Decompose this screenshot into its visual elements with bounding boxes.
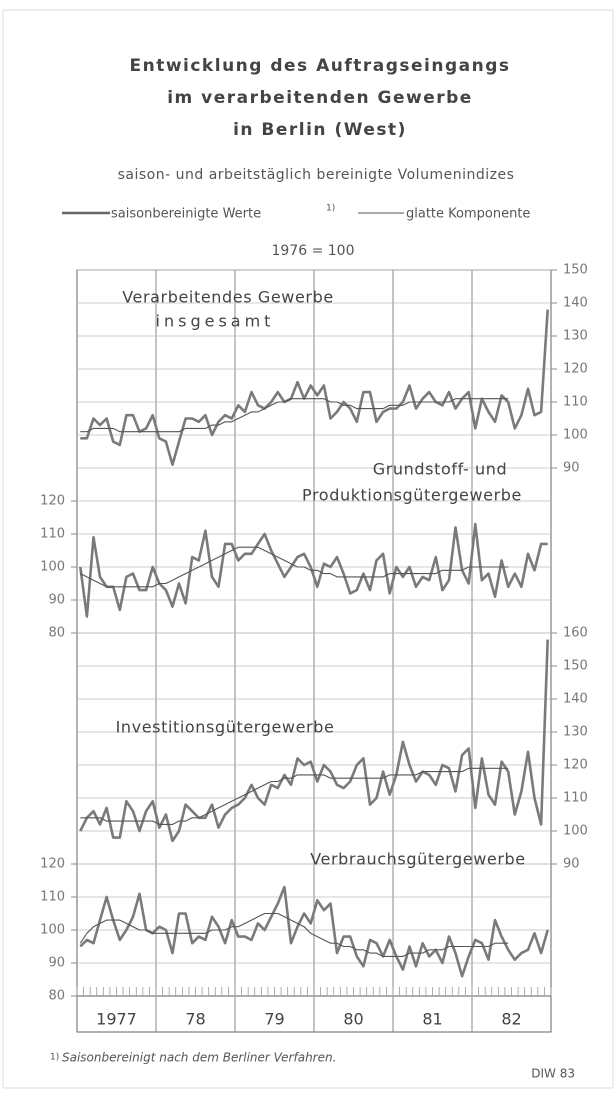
y-tick-label: 110 [563,791,588,806]
x-tick-label: 82 [501,1010,521,1029]
y-tick-label: 90 [48,956,65,971]
y-tick-label: 110 [563,395,588,410]
adjusted-line [79,522,548,618]
y-tick-label: 120 [563,362,588,377]
smooth-line [80,398,509,433]
title-line: Entwicklung des Auftragseingangs [129,56,510,76]
y-tick-label: 130 [563,329,588,344]
panel-title: Verarbeitendes Gewerbe [122,288,334,307]
page-frame [2,9,614,1089]
y-tick-label: 120 [563,758,588,773]
x-tick-label: 1977 [96,1010,137,1029]
smooth-line [80,546,509,588]
smooth-line [79,912,509,957]
y-tick-label: 100 [563,824,588,839]
x-tick-label: 81 [422,1010,442,1029]
x-tick-label: 80 [343,1010,363,1029]
legend-label: glatte Komponente [406,207,530,222]
y-tick-label: 100 [563,428,588,443]
title-line: im verarbeitenden Gewerbe [167,88,473,108]
y-tick-label: 140 [563,296,588,311]
y-tick-label: 150 [563,263,588,278]
subtitle: saison- und arbeitstäglich bereinigte Vo… [118,167,515,183]
footnote: Saisonbereinigt nach dem Berliner Verfah… [62,1051,336,1065]
y-tick-label: 80 [48,989,65,1004]
y-tick-label: 120 [40,857,65,872]
smooth-line [80,767,509,825]
y-tick-label: 160 [563,626,588,641]
base-note: 1976 = 100 [272,243,355,259]
panel-title: insgesamt [156,312,275,331]
adjusted-line [80,309,549,466]
y-tick-label: 90 [563,857,580,872]
y-tick-label: 90 [48,593,65,608]
source: DIW 83 [531,1067,575,1081]
title-line: in Berlin (West) [233,120,407,140]
y-tick-label: 110 [40,890,65,905]
panel-title: Produktionsgütergewerbe [302,486,522,505]
legend-footnote-marker: 1) [326,204,335,214]
panel-title: Grundstoff- und [373,460,508,479]
y-tick-label: 130 [563,725,588,740]
panel-title: Investitionsgütergewerbe [116,718,335,737]
y-tick-label: 110 [40,527,65,542]
y-tick-label: 80 [48,626,65,641]
adjusted-line [79,885,549,978]
footnote-marker: 1) [50,1053,59,1063]
x-tick-label: 79 [264,1010,284,1029]
y-tick-label: 90 [563,461,580,476]
y-tick-label: 100 [40,923,65,938]
x-tick-label: 78 [185,1010,205,1029]
y-tick-label: 100 [40,560,65,575]
legend-label: saisonbereinigte Werte [111,207,261,222]
y-tick-label: 150 [563,659,588,674]
y-tick-label: 140 [563,692,588,707]
y-tick-label: 120 [40,494,65,509]
panel-title: Verbrauchsgütergewerbe [310,850,526,869]
